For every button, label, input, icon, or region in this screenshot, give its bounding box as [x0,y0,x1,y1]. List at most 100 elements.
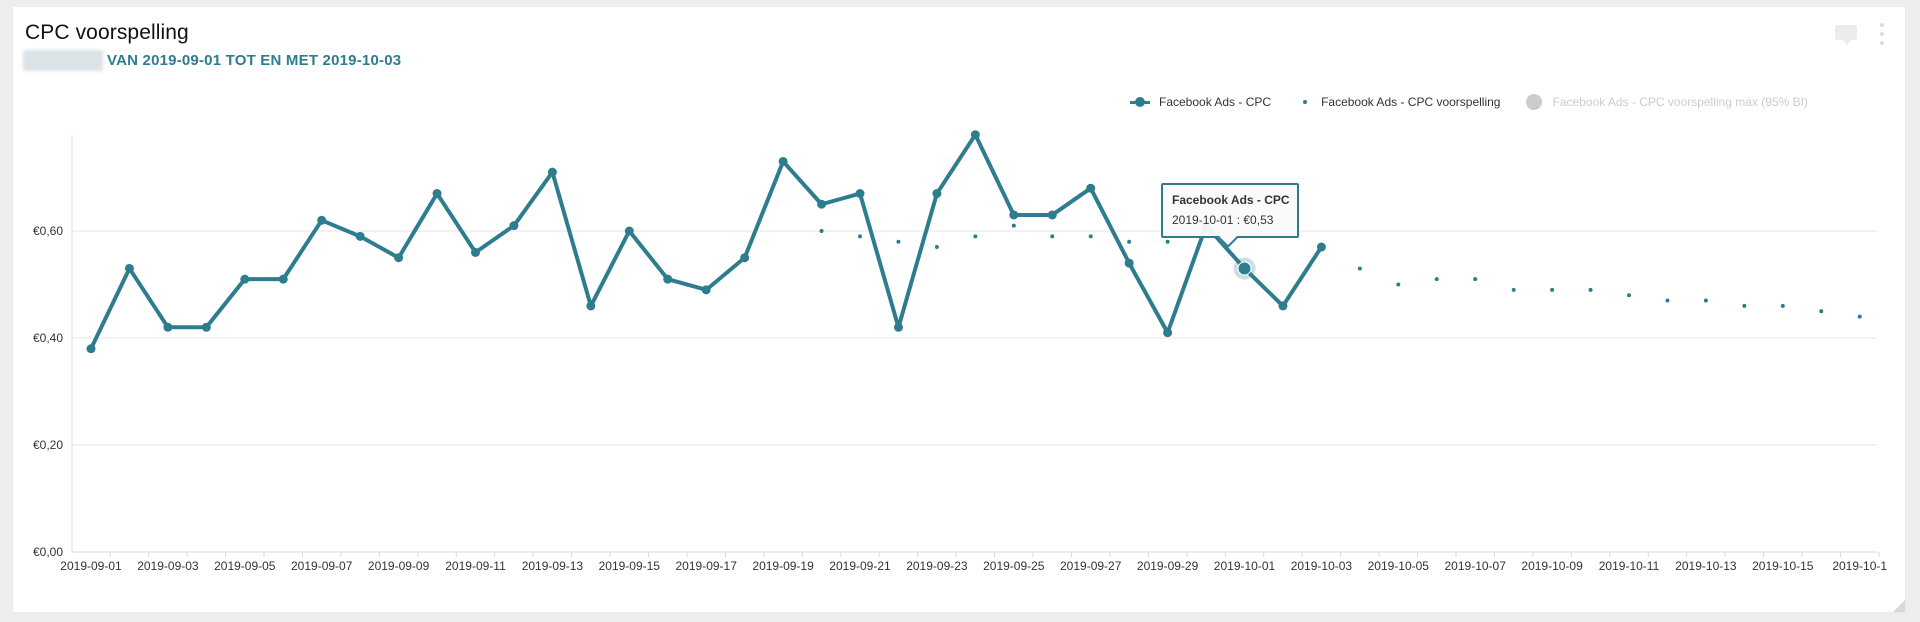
forecast-point [1819,309,1824,314]
tooltip-title: Facebook Ads - CPC [1172,193,1290,207]
x-tick-label: 2019-10-01 [1214,559,1276,573]
cpc-point [970,130,980,140]
x-tick-label: 2019-09-29 [1137,559,1199,573]
cpc-point [1278,301,1288,311]
x-tick-label: 2019-10-05 [1368,559,1430,573]
x-tick-label: 2019-10-09 [1521,559,1583,573]
forecast-point [1742,303,1747,308]
y-tick-label: €0,60 [33,224,63,238]
forecast-point [1588,287,1593,292]
legend-label: Facebook Ads - CPC [1159,95,1272,109]
x-tick-label: 2019-09-05 [214,559,276,573]
legend-item-cpc-forecast[interactable]: Facebook Ads - CPC voorspelling [1297,95,1500,109]
x-tick-label: 2019-09-27 [1060,559,1122,573]
y-tick-label: €0,20 [33,438,63,452]
chart-card: CPC voorspelling VAN 2019-09-01 TOT EN M… [13,7,1905,612]
line-marker-icon [1130,97,1150,107]
forecast-point [1011,223,1016,228]
forecast-point [1127,239,1132,244]
forecast-point [819,229,824,233]
x-tick-label: 2019-10-1 [1832,559,1887,573]
cpc-point [663,274,673,284]
x-tick-label: 2019-09-17 [676,559,738,573]
date-range-subtitle: VAN 2019-09-01 TOT EN MET 2019-10-03 [107,51,402,69]
forecast-point [1627,293,1631,298]
forecast-point [896,239,901,244]
forecast-point [973,234,978,239]
cpc-point [893,322,903,332]
legend-item-cpc-forecast-max[interactable]: Facebook Ads - CPC voorspelling max (95%… [1526,94,1808,110]
x-tick-label: 2019-10-11 [1599,559,1660,573]
cpc-point [509,221,519,231]
forecast-point [1165,239,1170,244]
tooltip-text: 2019-10-01 : €0,53 [1172,213,1274,227]
subtitle-row: VAN 2019-09-01 TOT EN MET 2019-10-03 [23,49,401,71]
cpc-point [1047,210,1057,220]
forecast-point [934,245,939,250]
cpc-point [86,344,96,354]
cpc-point [201,322,211,332]
x-tick-label: 2019-09-15 [599,559,661,573]
cpc-point [317,215,327,225]
forecast-point [1550,287,1555,292]
cpc-point [932,189,942,199]
x-tick-label: 2019-09-21 [829,559,891,573]
legend-label: Facebook Ads - CPC voorspelling [1321,95,1501,109]
x-tick-label: 2019-09-19 [752,559,814,573]
cpc-point [394,253,404,263]
cpc-point [778,156,788,166]
y-tick-label: €0,40 [33,331,63,345]
cpc-point [278,274,288,284]
x-tick-label: 2019-10-07 [1445,559,1507,573]
x-tick-label: 2019-09-23 [906,559,968,573]
forecast-point [1857,314,1862,319]
x-tick-label: 2019-09-09 [368,559,430,573]
chart-title: CPC voorspelling [25,21,189,44]
x-tick-label: 2019-09-03 [137,559,199,573]
forecast-point [1434,277,1439,282]
legend-label: Facebook Ads - CPC voorspelling max (95%… [1552,95,1808,109]
cpc-point [124,263,134,273]
chart-tooltip: Facebook Ads - CPC 2019-10-01 : €0,53 [1161,183,1299,238]
x-tick-label: 2019-10-03 [1291,559,1353,573]
forecast-point [1050,234,1055,239]
x-tick-label: 2019-10-13 [1675,559,1737,573]
highlight-point [1237,261,1252,276]
cpc-point [163,322,173,332]
cpc-point [855,189,865,199]
cpc-point [432,189,442,199]
cpc-point [1086,183,1096,193]
cpc-point [1316,242,1326,252]
x-tick-label: 2019-09-11 [445,559,506,573]
cpc-point [1124,258,1134,268]
more-vertical-icon[interactable] [1879,23,1885,45]
dot-icon [1303,100,1308,104]
cpc-point [355,231,365,241]
cpc-point [740,253,750,263]
cpc-point [586,301,596,311]
y-tick-label: €0,00 [33,545,63,559]
cpc-point [701,285,711,295]
forecast-point [1665,298,1670,303]
cpc-point [624,226,634,236]
cpc-point [471,247,480,257]
forecast-point [1703,298,1708,303]
cpc-point [1163,328,1173,338]
x-tick-label: 2019-09-25 [983,559,1045,573]
x-tick-label: 2019-09-01 [60,559,122,573]
forecast-point [858,234,862,239]
forecast-point [1357,266,1362,271]
forecast-point [1396,282,1401,287]
x-tick-label: 2019-09-07 [291,559,353,573]
forecast-point [1473,277,1478,282]
comment-icon[interactable] [1835,25,1857,45]
forecast-point [1780,303,1785,308]
chart-legend: Facebook Ads - CPC Facebook Ads - CPC vo… [1130,92,1834,112]
cpc-line [89,132,1324,350]
legend-item-cpc[interactable]: Facebook Ads - CPC [1130,95,1271,109]
x-tick-label: 2019-09-13 [522,559,584,573]
forecast-point [1088,234,1093,239]
resize-handle-icon[interactable] [1893,600,1905,612]
cpc-point [1009,210,1019,220]
cpc-point [817,199,827,209]
